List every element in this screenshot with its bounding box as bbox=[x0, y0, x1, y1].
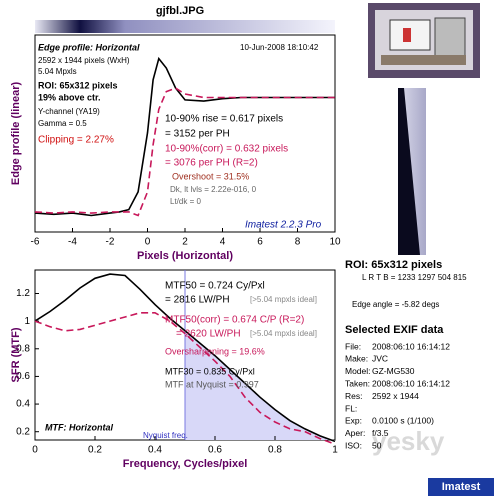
annotation: MTF50(corr) = 0.674 C/P (R=2) bbox=[165, 315, 304, 326]
exif-key: ISO: bbox=[345, 440, 362, 450]
annotation: Lt/dk = 0 bbox=[170, 197, 201, 206]
x-tick-label: 6 bbox=[257, 237, 263, 248]
series-line bbox=[34, 273, 336, 443]
x-tick-label: 2 bbox=[182, 237, 188, 248]
annotation: 5.04 Mpxls bbox=[38, 67, 77, 76]
logo: Imatest bbox=[442, 481, 481, 493]
x-tick-label: -6 bbox=[31, 237, 40, 248]
y-tick-label: 0.2 bbox=[16, 426, 30, 437]
exif-value: JVC bbox=[372, 354, 388, 364]
annotation: Y-channel (YA19) bbox=[38, 107, 100, 116]
annotation: MTF30 = 0.835 Cy/Pxl bbox=[165, 366, 255, 376]
annotation: = 2620 LW/PH bbox=[176, 329, 241, 340]
exif-key: Res: bbox=[345, 391, 362, 401]
x-tick-label: 1 bbox=[332, 445, 338, 456]
x-tick-label: 0.6 bbox=[208, 445, 222, 456]
annotation: 10-90% rise = 0.617 pixels bbox=[165, 114, 283, 125]
y-tick-label: 1 bbox=[24, 316, 30, 327]
exif-key: Make: bbox=[345, 354, 368, 364]
exif-key: File: bbox=[345, 341, 361, 351]
edge-angle: Edge angle = -5.82 degs bbox=[352, 300, 439, 309]
x-tick-label: 0.8 bbox=[268, 445, 282, 456]
annotation: = 3152 per PH bbox=[165, 129, 230, 140]
exif-key: Aper: bbox=[345, 428, 365, 438]
annotation: = 3076 per PH (R=2) bbox=[165, 158, 258, 169]
annotation: 10-90%(corr) = 0.632 pixels bbox=[165, 144, 288, 155]
x-axis-label: Pixels (Horizontal) bbox=[137, 250, 233, 262]
thumbnail bbox=[368, 3, 480, 78]
exif-value: f/3.5 bbox=[372, 428, 389, 438]
exif-value: GZ-MG530 bbox=[372, 366, 415, 376]
y-tick-label: 0.4 bbox=[16, 399, 30, 410]
annotation: Edge profile: Horizontal bbox=[38, 42, 140, 52]
logo-box bbox=[428, 478, 494, 496]
annotation: 10-Jun-2008 18:10:42 bbox=[240, 43, 319, 52]
exif-value: 50 bbox=[372, 440, 382, 450]
annotation: Oversharpening = 19.6% bbox=[165, 346, 265, 356]
series-line bbox=[34, 312, 336, 445]
exif-key: Taken: bbox=[345, 378, 370, 388]
x-tick-label: -4 bbox=[68, 237, 77, 248]
exif-value: 2008:06:10 16:14:12 bbox=[372, 341, 450, 351]
y-tick-label: 0.6 bbox=[16, 371, 30, 382]
annotation: Overshoot = 31.5% bbox=[172, 171, 249, 181]
x-axis-label: Frequency, Cycles/pixel bbox=[123, 458, 248, 470]
x-tick-label: 0.4 bbox=[148, 445, 162, 456]
annotation: MTF: Horizontal bbox=[45, 422, 113, 432]
y-tick-label: 0.8 bbox=[16, 343, 30, 354]
x-tick-label: 0 bbox=[32, 445, 38, 456]
y-axis-label: Edge profile (linear) bbox=[10, 82, 22, 186]
watermark: yesky bbox=[372, 426, 445, 456]
exif-key: Model: bbox=[345, 366, 371, 376]
x-tick-label: 0.2 bbox=[88, 445, 102, 456]
roi-coords: L R T B = 1233 1297 504 815 bbox=[362, 273, 467, 282]
exif-value: 2592 x 1944 bbox=[372, 391, 419, 401]
annotation: = 2816 LW/PH bbox=[165, 295, 230, 306]
series-line bbox=[34, 56, 335, 217]
page-title: gjfbl.JPG bbox=[156, 5, 204, 17]
roi-crop bbox=[398, 88, 426, 255]
x-tick-label: 4 bbox=[220, 237, 226, 248]
x-tick-label: 8 bbox=[295, 237, 301, 248]
annotation: Clipping = 2.27% bbox=[38, 135, 114, 146]
annotation: [>5.04 mpxls ideal] bbox=[250, 329, 317, 338]
annotation: [>5.04 mpxls ideal] bbox=[250, 295, 317, 304]
annotation: 19% above ctr. bbox=[38, 92, 101, 102]
nyquist-label: Nyquist freq. bbox=[143, 431, 188, 440]
x-tick-label: -2 bbox=[106, 237, 115, 248]
exif-key: FL: bbox=[345, 403, 357, 413]
annotation: Imatest 2.2.3 Pro bbox=[245, 220, 322, 231]
exif-title: Selected EXIF data bbox=[345, 324, 444, 336]
y-axis-label: SFR (MTF) bbox=[10, 327, 22, 382]
exif-value: 2008:06:10 16:14:12 bbox=[372, 378, 450, 388]
annotation: MTF50 = 0.724 Cy/Pxl bbox=[165, 281, 265, 292]
edge-strip bbox=[35, 20, 335, 33]
series-line bbox=[34, 87, 335, 217]
x-tick-label: 0 bbox=[145, 237, 151, 248]
roi-label: ROI: 65x312 pixels bbox=[345, 259, 442, 271]
nyquist-shade bbox=[185, 330, 335, 442]
x-tick-label: 10 bbox=[329, 237, 341, 248]
annotation: ROI: 65x312 pixels bbox=[38, 80, 118, 90]
annotation: 2592 x 1944 pixels (WxH) bbox=[38, 56, 130, 65]
exif-key: Exp: bbox=[345, 416, 362, 426]
exif-value: 0.0100 s (1/100) bbox=[372, 416, 434, 426]
annotation: MTF at Nyquist = 0.997 bbox=[165, 379, 259, 389]
annotation: Gamma = 0.5 bbox=[38, 119, 87, 128]
y-tick-label: 1.2 bbox=[16, 288, 30, 299]
plot-frame bbox=[34, 34, 336, 233]
annotation: Dk, lt lvls = 2.22e-016, 0 bbox=[170, 185, 257, 194]
